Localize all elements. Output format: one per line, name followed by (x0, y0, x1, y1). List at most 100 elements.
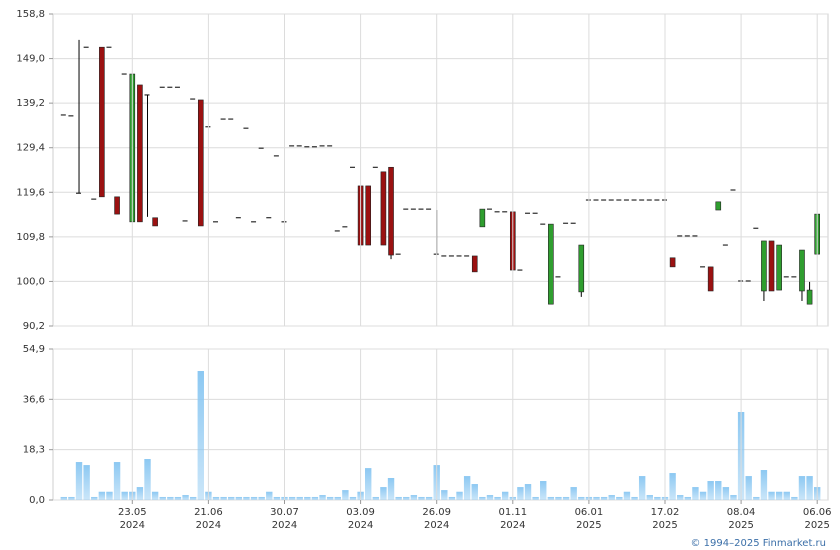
volume-bar (220, 496, 227, 500)
candle-body (806, 289, 813, 305)
volume-bar (631, 496, 638, 500)
volume-bar (151, 491, 159, 500)
x-tick-year: 2024 (120, 520, 145, 531)
x-tick-label: 08.04 (727, 507, 756, 518)
y-tick-label: 100,0 (16, 276, 45, 287)
volume-bar (296, 496, 303, 500)
volume-bar (547, 496, 555, 500)
candle-body (776, 244, 782, 291)
volume-bar (562, 496, 570, 500)
volume-bar (136, 487, 144, 500)
volume-bar (775, 491, 783, 500)
x-tick-label: 23.05 (118, 507, 147, 518)
candle-body (388, 166, 394, 256)
volume-bar (319, 495, 326, 500)
volume-bar (395, 496, 402, 500)
volume-bar (342, 490, 349, 500)
volume-bar (684, 496, 692, 500)
y-tick-label: 139,2 (16, 98, 45, 109)
volume-bar (471, 484, 478, 500)
volume-bar (273, 496, 281, 500)
volume-bar (593, 496, 600, 500)
volume-bar (304, 496, 311, 500)
candle-body (197, 99, 204, 227)
volume-bar (646, 495, 653, 500)
volume-bar (722, 487, 730, 500)
volume-bar (311, 496, 319, 500)
volume-bar (403, 496, 410, 500)
volume-bar (532, 496, 539, 500)
volume-bar (570, 487, 577, 500)
volume-bar (228, 496, 235, 500)
volume-bar (768, 491, 775, 500)
volume-bar (83, 465, 90, 500)
volume-bar (121, 491, 128, 500)
volume-bar (68, 496, 75, 500)
volume-bar (418, 496, 425, 500)
candle-body (479, 208, 486, 228)
y-tick-label: 149,0 (16, 54, 45, 65)
volume-bar (235, 496, 243, 500)
volume-bar (334, 496, 341, 500)
y-tick-label: 0,0 (29, 495, 45, 506)
volume-bar (167, 496, 174, 500)
x-tick-label: 03.09 (346, 507, 375, 518)
volume-bar (425, 496, 433, 500)
volume-bar (501, 491, 509, 500)
x-tick-label: 26.09 (422, 507, 451, 518)
volume-bar (159, 496, 166, 500)
volume-bar (600, 496, 608, 500)
x-tick-label: 30.07 (270, 507, 299, 518)
volume-bar (555, 496, 562, 500)
volume-bar (760, 470, 768, 500)
y-tick-label: 18,3 (23, 445, 45, 456)
volume-bar (372, 496, 380, 500)
candle-body (761, 240, 767, 292)
volume-bar (494, 496, 501, 500)
volume-bar (517, 487, 524, 500)
volume-bar (189, 496, 197, 500)
volume-bar (677, 495, 684, 500)
volume-bar (486, 495, 494, 500)
candle-body (365, 185, 372, 246)
x-tick-label: 21.06 (194, 507, 223, 518)
volume-bar (669, 473, 676, 500)
y-tick-label: 119,6 (16, 187, 45, 198)
x-tick-label: 06.01 (575, 507, 604, 518)
volume-bar (707, 481, 714, 500)
volume-bar (798, 476, 806, 500)
volume-bar (463, 476, 471, 500)
volume-bar (75, 462, 83, 500)
volume-bar (258, 496, 265, 500)
x-tick-year: 2025 (652, 520, 677, 531)
x-tick-label: 01.11 (498, 507, 527, 518)
x-tick-label: 06.06 (803, 507, 832, 518)
volume-bar (638, 476, 646, 500)
volume-bar (456, 491, 463, 500)
volume-bar (91, 496, 98, 500)
x-tick-year: 2024 (272, 520, 297, 531)
candle-body (799, 249, 805, 292)
volume-bar (60, 496, 68, 500)
volume-bar (715, 481, 722, 500)
volume-bar (692, 487, 699, 500)
y-tick-label: 158,8 (16, 9, 45, 20)
candle-body (669, 257, 676, 268)
x-tick-year: 2025 (576, 520, 601, 531)
y-tick-label: 54,9 (23, 344, 45, 355)
x-tick-label: 17.02 (651, 507, 680, 518)
volume-bar (654, 496, 661, 500)
candle-body (380, 171, 387, 246)
candle-body (471, 255, 478, 273)
volume-bar (608, 495, 615, 500)
y-tick-label: 129,4 (16, 143, 45, 154)
volume-bar (745, 476, 752, 500)
volume-bar (540, 481, 547, 500)
y-tick-label: 90,2 (23, 321, 45, 332)
candle-body (578, 244, 585, 293)
volume-bar (524, 484, 532, 500)
x-tick-year: 2024 (196, 520, 221, 531)
volume-bar (441, 490, 448, 500)
volume-bar (266, 491, 273, 500)
